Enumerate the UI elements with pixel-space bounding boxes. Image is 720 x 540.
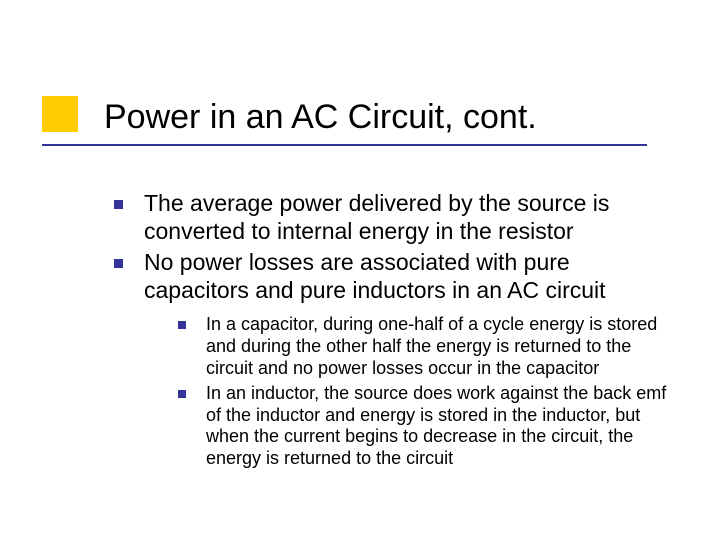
- slide-title: Power in an AC Circuit, cont.: [104, 98, 537, 137]
- slide-body: The average power delivered by the sourc…: [114, 190, 669, 474]
- list-item: In a capacitor, during one-half of a cyc…: [178, 314, 669, 379]
- bullet-list-lvl1: The average power delivered by the sourc…: [114, 190, 669, 470]
- list-item: The average power delivered by the sourc…: [114, 190, 669, 245]
- list-item-text: The average power delivered by the sourc…: [144, 190, 609, 244]
- slide: Power in an AC Circuit, cont. The averag…: [0, 0, 720, 540]
- list-item-text: In an inductor, the source does work aga…: [206, 383, 666, 468]
- list-item-text: No power losses are associated with pure…: [144, 249, 606, 303]
- accent-square: [42, 96, 78, 132]
- list-item: In an inductor, the source does work aga…: [178, 383, 669, 469]
- list-item-text: In a capacitor, during one-half of a cyc…: [206, 314, 657, 377]
- bullet-list-lvl2: In a capacitor, during one-half of a cyc…: [178, 314, 669, 469]
- list-item: No power losses are associated with pure…: [114, 249, 669, 469]
- title-underline: [42, 144, 647, 146]
